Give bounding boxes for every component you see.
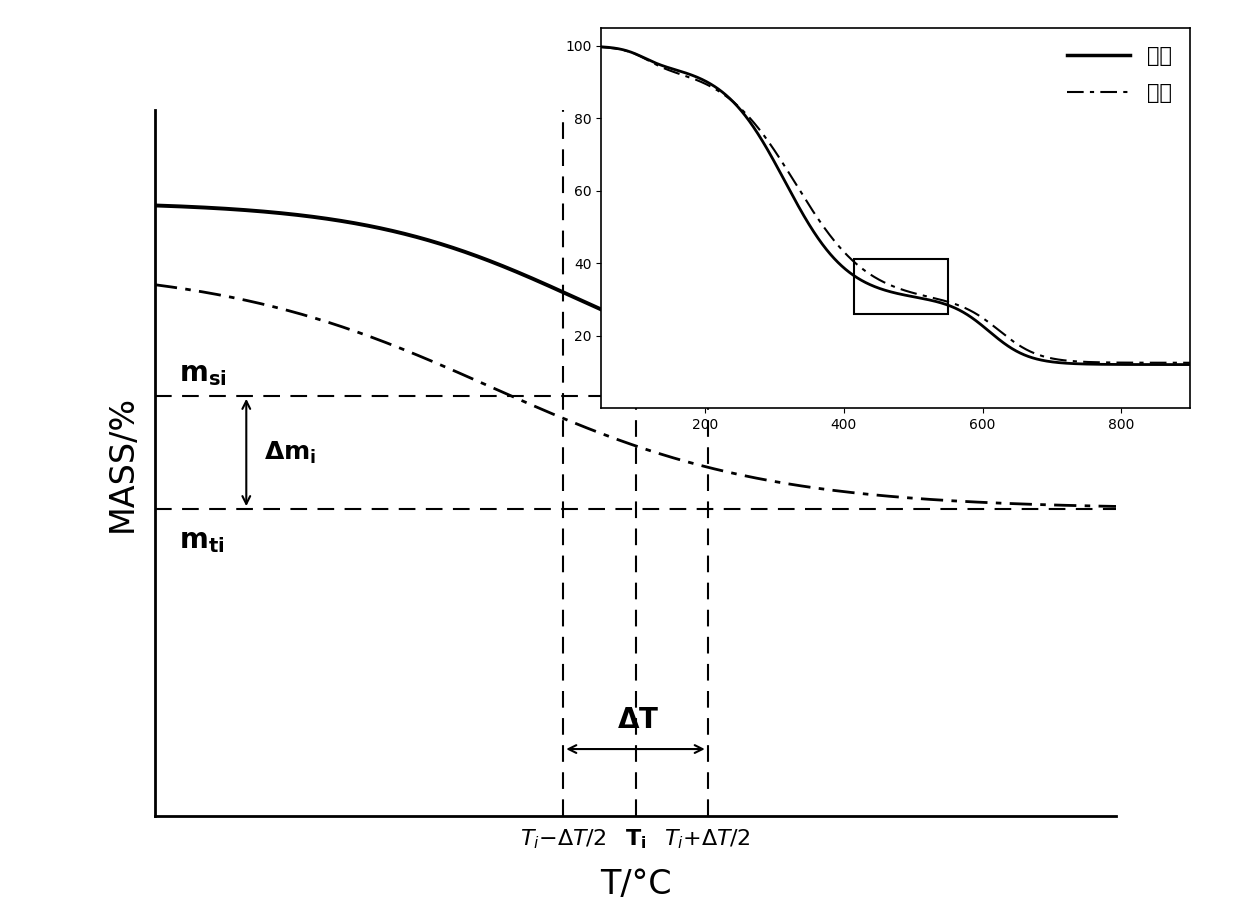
X-axis label: T/°C: T/°C [600, 867, 671, 900]
Text: $\mathbf{\Delta m_i}$: $\mathbf{\Delta m_i}$ [264, 439, 316, 466]
Text: $\mathbf{m_{ti}}$: $\mathbf{m_{ti}}$ [179, 526, 224, 555]
Text: $\mathbf{m_{si}}$: $\mathbf{m_{si}}$ [179, 359, 227, 388]
Legend: 参照, 待测: 参照, 待测 [1059, 38, 1180, 111]
Bar [854, 260, 947, 314]
Text: $\mathbf{\Delta T}$: $\mathbf{\Delta T}$ [618, 705, 660, 734]
Y-axis label: MASS/%: MASS/% [105, 394, 139, 532]
